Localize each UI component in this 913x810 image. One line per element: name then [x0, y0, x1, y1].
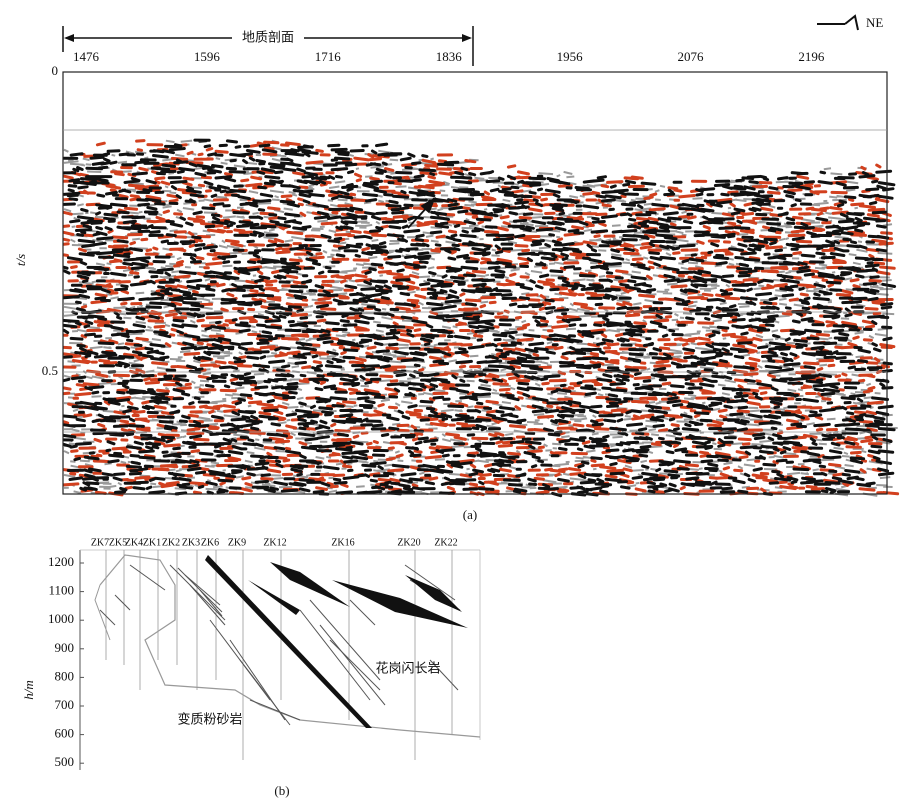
x-tick-label: 2076	[678, 49, 705, 64]
section-bracket	[62, 26, 474, 66]
y-tick-label: 500	[55, 754, 75, 769]
time-lines	[63, 129, 887, 433]
x-tick-label: 2196	[798, 49, 825, 64]
y-tick-label: 1000	[48, 611, 74, 626]
seismic-section	[62, 138, 900, 498]
x-tick-label: 1956	[557, 49, 584, 64]
borehole-label: ZK6	[201, 537, 219, 548]
y-tick-label: 700	[55, 697, 75, 712]
panel-a-frame	[62, 71, 888, 495]
borehole-label: ZK7	[91, 537, 109, 548]
north-arrow	[817, 14, 859, 31]
rock-label: 变质粉砂岩	[177, 712, 242, 728]
panel-b	[79, 549, 481, 770]
borehole-label: ZK5	[109, 537, 127, 548]
y-tick-label: 1200	[48, 554, 74, 569]
y-tick-label: 0.5	[42, 363, 58, 378]
y-tick-label: 900	[55, 640, 75, 655]
caption: (a)	[463, 507, 477, 522]
y-tick-label: 600	[55, 726, 75, 741]
borehole-label: ZK22	[434, 537, 457, 548]
x-tick-label: 1476	[73, 49, 100, 64]
borehole-label: ZK12	[263, 537, 286, 548]
rock-label: 花岗闪长岩	[375, 661, 440, 677]
y-tick-label: 1100	[48, 583, 74, 598]
borehole-label: ZK2	[162, 537, 180, 548]
x-tick-label: 1716	[315, 49, 342, 64]
section-label: 地质剖面	[242, 31, 294, 46]
y-tick-label: 800	[55, 668, 75, 683]
borehole-label: ZK3	[182, 537, 200, 548]
direction-label: NE	[866, 15, 883, 30]
x-tick-label: 1596	[194, 49, 221, 64]
y-tick-label: 0	[52, 63, 59, 78]
borehole-label: ZK9	[228, 537, 246, 548]
borehole-label: ZK4	[125, 537, 143, 548]
borehole-label: ZK1	[143, 537, 161, 548]
caption: (b)	[274, 783, 289, 798]
y-axis-label: t/s	[13, 254, 28, 266]
borehole-label: ZK20	[397, 537, 420, 548]
borehole-label: ZK16	[331, 537, 354, 548]
seismic-gray	[63, 139, 898, 497]
annotation-arrow	[407, 196, 436, 229]
y-axis-label: h/m	[21, 680, 36, 700]
x-tick-label: 1836	[436, 49, 463, 64]
seismic-black	[62, 138, 897, 498]
